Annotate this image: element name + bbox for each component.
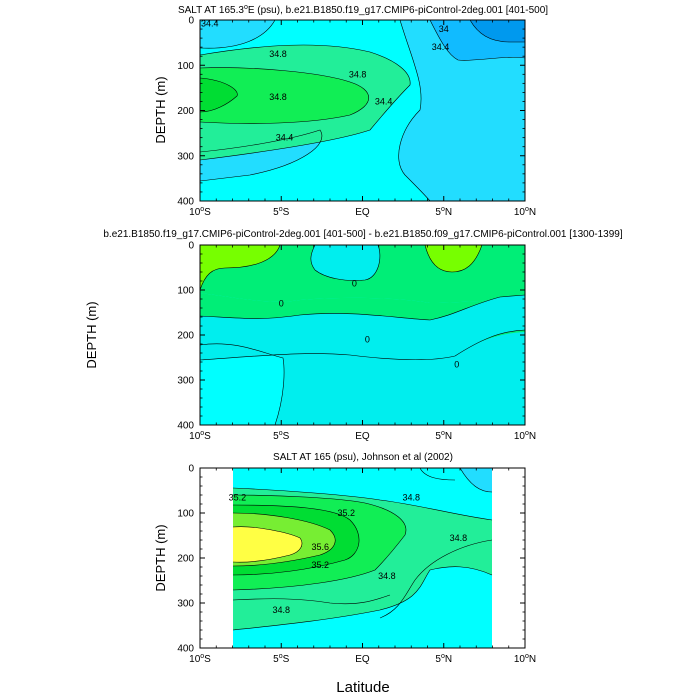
contour-label: 34.8	[378, 571, 396, 581]
contour-label: 0	[352, 278, 357, 288]
y-tick-label: 400	[177, 644, 194, 655]
y-tick-label: 0	[188, 464, 194, 475]
y-tick-label: 100	[177, 61, 194, 72]
y-tick-label: 200	[177, 554, 194, 565]
panel-1-ticks: 10oS 5oS EQ 5oN 10oN 0 100 200 300 400	[177, 16, 536, 219]
panel-3-filled-contours	[232, 468, 493, 648]
x-tick-label: 10oS	[189, 206, 211, 218]
contour-label: 34.8	[269, 92, 287, 102]
panel-3-contour-labels: 35.2 35.2 35.6 35.2 34.8 34.8 34.8 34.8	[229, 492, 468, 615]
panel-2-ticks: 10oS 5oS EQ 5oN 10oN 0 100 200 300 400	[177, 241, 536, 443]
contour-label: 34.8	[349, 69, 367, 79]
x-axis-label: Latitude	[336, 679, 389, 696]
fill-level-35-2	[200, 78, 238, 112]
panel-2-contour-lines	[200, 245, 525, 425]
fill-diff-more-negative	[200, 343, 285, 425]
fill-diff-negative-mid	[200, 295, 525, 360]
y-tick-label: 400	[177, 197, 194, 208]
panel-2-contour-labels: 0 0 0 0	[279, 278, 460, 369]
contour-label: 0	[365, 335, 370, 345]
contour-label: 35.2	[311, 560, 329, 570]
x-tick-label: 5oS	[273, 430, 289, 442]
contour-label: 34.8	[272, 605, 290, 615]
contour-label: 35.2	[337, 508, 355, 518]
x-tick-label: 5oN	[435, 206, 452, 218]
y-tick-label: 0	[188, 16, 194, 27]
x-tick-label: EQ	[355, 207, 370, 218]
x-tick-label: 5oN	[435, 653, 452, 665]
y-tick-label: 300	[177, 376, 194, 387]
contour-label: 34	[439, 24, 449, 34]
panel-observed-salinity: SALT AT 165 (psu), Johnson et al (2002)	[153, 452, 536, 665]
x-tick-label: 5oS	[273, 206, 289, 218]
contour-label: 34.8	[269, 49, 287, 59]
y-tick-label: 100	[177, 286, 194, 297]
contour-label: 35.2	[229, 492, 247, 502]
contour-label: 34.4	[375, 96, 393, 106]
x-tick-label: EQ	[355, 431, 370, 442]
middle-y-axis-label: DEPTH (m)	[84, 301, 99, 368]
panel-3-ticks: 10oS 5oS EQ 5oN 10oN 0 100 200 300 400	[177, 464, 536, 666]
contour-label: 0	[279, 299, 284, 309]
panel-2-filled-contours	[200, 245, 525, 425]
contour-label: 34.8	[402, 492, 420, 502]
fill-level-below-34	[470, 20, 525, 42]
y-tick-label: 0	[188, 241, 194, 252]
panel-model-salinity: SALT AT 165.3oE (psu), b.e21.B1850.f19_g…	[153, 4, 548, 218]
panel-1-contour-labels: 34.4 34.8 34.8 34.8 34.4 34.4 34.4 34	[201, 19, 450, 143]
x-tick-label: 10oS	[189, 430, 211, 442]
panel-1-title: SALT AT 165.3oE (psu), b.e21.B1850.f19_g…	[178, 4, 548, 16]
x-tick-label: 10oN	[514, 653, 536, 665]
contour-label: 0	[454, 359, 459, 369]
x-tick-label: 5oN	[435, 430, 452, 442]
y-tick-label: 200	[177, 106, 194, 117]
panel-1-filled-contours	[200, 20, 525, 201]
contour-label: 34.4	[276, 133, 294, 143]
panel-model-difference: b.e21.B1850.f19_g17.CMIP6-piControl-2deg…	[103, 229, 622, 442]
fill-diff-positive-west	[200, 245, 280, 290]
y-tick-label: 200	[177, 331, 194, 342]
contour-label: 34.4	[201, 19, 219, 29]
contour-label: 34.4	[432, 42, 450, 52]
panel-3-title: SALT AT 165 (psu), Johnson et al (2002)	[273, 452, 453, 463]
y-tick-label: 300	[177, 151, 194, 162]
x-tick-label: 10oN	[514, 206, 536, 218]
panel-3-contour-lines	[232, 468, 493, 631]
x-tick-label: 10oN	[514, 430, 536, 442]
panel-1-y-axis-label: DEPTH (m)	[153, 76, 168, 143]
contour-label: 35.6	[311, 542, 329, 552]
y-tick-label: 100	[177, 509, 194, 520]
y-tick-label: 300	[177, 599, 194, 610]
fill-level-35-6	[233, 526, 302, 563]
panel-2-title: b.e21.B1850.f19_g17.CMIP6-piControl-2deg…	[103, 229, 622, 240]
fill-level-35	[200, 67, 369, 124]
fill-diff-negative-equator	[310, 245, 380, 281]
fill-level-34-4-west-surface	[200, 20, 275, 49]
x-tick-label: EQ	[355, 654, 370, 665]
panel-1-contour-lines	[200, 20, 525, 201]
x-tick-label: 5oS	[273, 653, 289, 665]
y-tick-label: 400	[177, 421, 194, 432]
x-tick-label: 10oS	[189, 653, 211, 665]
contour-label: 34.8	[450, 533, 468, 543]
fill-level-34-4-east	[398, 20, 525, 201]
fill-level-34-6-surface	[460, 468, 492, 492]
panel-3-y-axis-label: DEPTH (m)	[153, 524, 168, 591]
fill-diff-positive-east	[425, 245, 482, 272]
